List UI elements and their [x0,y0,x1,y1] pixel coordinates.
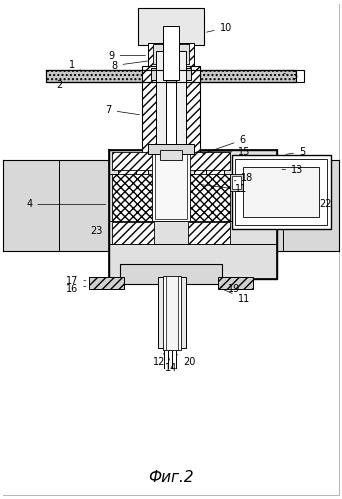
Bar [153,44,163,63]
Bar [113,152,167,170]
Text: 15: 15 [197,147,250,157]
Text: 6: 6 [202,135,246,154]
Text: 9: 9 [108,50,145,60]
Bar [89,277,124,289]
Text: 10: 10 [207,23,232,33]
Text: 11: 11 [202,185,247,195]
Bar [194,155,212,229]
Bar [180,65,200,160]
Bar [175,152,229,170]
Text: 1: 1 [69,59,80,69]
Text: 20: 20 [177,355,195,367]
Text: 7: 7 [106,105,140,115]
Text: Фиг.2: Фиг.2 [148,470,194,485]
Bar [180,43,194,70]
Text: 2: 2 [56,80,69,90]
Bar [3,160,339,251]
Text: 23: 23 [91,226,110,236]
Text: 16: 16 [66,283,86,294]
Bar [3,383,339,495]
Text: 17: 17 [66,276,86,286]
Text: 13: 13 [282,165,303,175]
Bar [190,174,229,221]
Bar [163,276,181,350]
Bar [130,155,148,229]
Bar [179,44,189,63]
Bar [46,70,296,82]
Bar [155,152,187,219]
Bar [138,8,204,45]
Bar [218,277,253,289]
Bar [160,150,182,160]
Bar [188,222,229,244]
Text: 3: 3 [284,71,297,81]
Bar [229,174,244,192]
Text: 4: 4 [26,200,106,210]
Bar [113,174,152,221]
Text: 12: 12 [153,353,166,367]
Bar [296,70,304,82]
Bar [206,155,224,234]
Text: 18: 18 [234,173,254,183]
Text: 11: 11 [224,290,250,303]
Bar [148,144,194,154]
Bar [113,222,154,244]
Bar [163,26,179,80]
Bar [120,264,222,284]
Bar [232,176,241,190]
Bar [166,276,178,350]
Bar [118,155,136,234]
Bar [236,159,327,225]
Text: 5: 5 [286,147,305,157]
Bar [148,43,194,52]
Bar [176,50,186,160]
Bar [3,251,339,383]
Bar [3,4,339,160]
Bar [158,277,186,348]
Bar [151,68,191,80]
Bar [152,150,190,221]
Bar [108,150,277,279]
Text: 14: 14 [165,358,177,373]
Bar [142,65,162,160]
Bar [148,43,162,70]
Bar [156,50,166,160]
Text: 22: 22 [319,200,331,210]
Text: 19: 19 [220,283,240,294]
Text: 8: 8 [111,60,148,70]
Bar [244,167,319,217]
Bar [46,70,296,82]
Bar [232,155,331,229]
